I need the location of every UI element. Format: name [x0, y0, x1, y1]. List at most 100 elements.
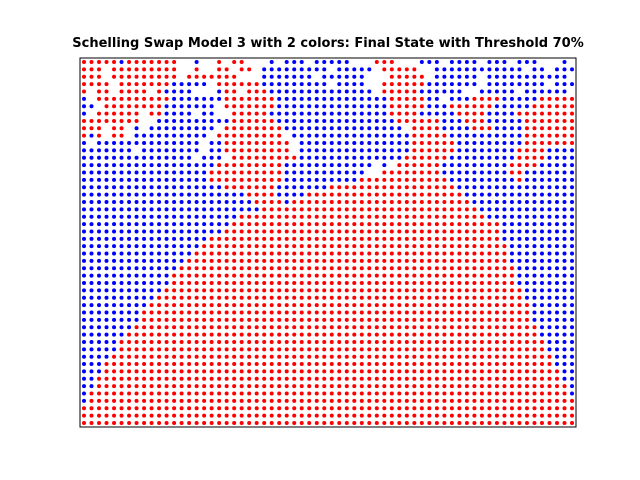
red-agent-point — [314, 325, 319, 330]
red-agent-point — [404, 163, 409, 168]
red-agent-point — [322, 354, 327, 359]
blue-agent-point — [104, 229, 109, 234]
red-agent-point — [232, 74, 237, 79]
blue-agent-point — [427, 89, 432, 94]
red-agent-point — [284, 288, 289, 293]
blue-agent-point — [427, 82, 432, 87]
red-agent-point — [239, 148, 244, 153]
red-agent-point — [479, 266, 484, 271]
red-agent-point — [502, 384, 507, 389]
blue-agent-point — [570, 362, 574, 367]
blue-agent-point — [262, 67, 267, 72]
red-agent-point — [119, 384, 124, 389]
blue-agent-point — [142, 281, 147, 286]
blue-agent-point — [307, 96, 312, 101]
blue-agent-point — [142, 170, 147, 175]
red-agent-point — [149, 111, 154, 116]
blue-agent-point — [284, 96, 289, 101]
red-agent-point — [547, 111, 552, 116]
blue-agent-point — [307, 111, 312, 116]
blue-agent-point — [187, 126, 192, 131]
blue-agent-point — [532, 288, 537, 293]
blue-agent-point — [562, 244, 567, 249]
red-agent-point — [442, 281, 447, 286]
red-agent-point — [112, 398, 117, 403]
blue-agent-point — [172, 192, 177, 197]
red-agent-point — [194, 406, 199, 411]
blue-agent-point — [442, 74, 447, 79]
red-agent-point — [194, 317, 199, 322]
red-agent-point — [412, 118, 417, 123]
red-agent-point — [224, 177, 229, 182]
blue-agent-point — [329, 74, 334, 79]
red-agent-point — [104, 421, 109, 425]
red-agent-point — [209, 288, 214, 293]
red-agent-point — [209, 303, 214, 308]
red-agent-point — [224, 281, 229, 286]
red-agent-point — [179, 281, 184, 286]
red-agent-point — [502, 273, 507, 278]
red-agent-point — [382, 391, 387, 396]
red-agent-point — [457, 310, 462, 315]
red-agent-point — [464, 332, 469, 337]
blue-agent-point — [517, 214, 522, 219]
red-agent-point — [329, 244, 334, 249]
blue-agent-point — [104, 347, 109, 352]
blue-agent-point — [547, 192, 552, 197]
red-agent-point — [134, 82, 139, 87]
red-agent-point — [570, 96, 574, 101]
red-agent-point — [209, 398, 214, 403]
blue-agent-point — [517, 273, 522, 278]
blue-agent-point — [97, 251, 102, 256]
red-agent-point — [119, 104, 124, 109]
red-agent-point — [239, 369, 244, 374]
red-agent-point — [502, 310, 507, 315]
blue-agent-point — [164, 229, 169, 234]
blue-agent-point — [494, 118, 499, 123]
red-agent-point — [322, 251, 327, 256]
red-agent-point — [164, 295, 169, 300]
red-agent-point — [427, 266, 432, 271]
blue-agent-point — [82, 214, 86, 219]
red-agent-point — [539, 133, 544, 138]
red-agent-point — [412, 170, 417, 175]
blue-agent-point — [562, 325, 567, 330]
blue-agent-point — [487, 118, 492, 123]
red-agent-point — [239, 406, 244, 411]
red-agent-point — [419, 118, 424, 123]
blue-agent-point — [172, 111, 177, 116]
red-agent-point — [89, 398, 94, 403]
red-agent-point — [254, 413, 259, 418]
blue-agent-point — [104, 236, 109, 241]
red-agent-point — [284, 347, 289, 352]
red-agent-point — [239, 354, 244, 359]
red-agent-point — [472, 339, 477, 344]
red-agent-point — [224, 170, 229, 175]
red-agent-point — [427, 347, 432, 352]
red-agent-point — [202, 244, 207, 249]
red-agent-point — [224, 229, 229, 234]
red-agent-point — [254, 384, 259, 389]
red-agent-point — [179, 310, 184, 315]
blue-agent-point — [89, 303, 94, 308]
blue-agent-point — [554, 82, 559, 87]
blue-agent-point — [532, 199, 537, 204]
red-agent-point — [322, 332, 327, 337]
blue-agent-point — [487, 170, 492, 175]
red-agent-point — [217, 398, 222, 403]
blue-agent-point — [119, 170, 124, 175]
red-agent-point — [119, 67, 124, 72]
red-agent-point — [299, 295, 304, 300]
red-agent-point — [217, 325, 222, 330]
blue-agent-point — [202, 118, 207, 123]
red-agent-point — [329, 384, 334, 389]
red-agent-point — [104, 111, 109, 116]
red-agent-point — [307, 236, 312, 241]
red-agent-point — [419, 229, 424, 234]
red-agent-point — [389, 398, 394, 403]
red-agent-point — [322, 317, 327, 322]
red-agent-point — [179, 325, 184, 330]
red-agent-point — [494, 236, 499, 241]
blue-agent-point — [89, 251, 94, 256]
blue-agent-point — [209, 229, 214, 234]
